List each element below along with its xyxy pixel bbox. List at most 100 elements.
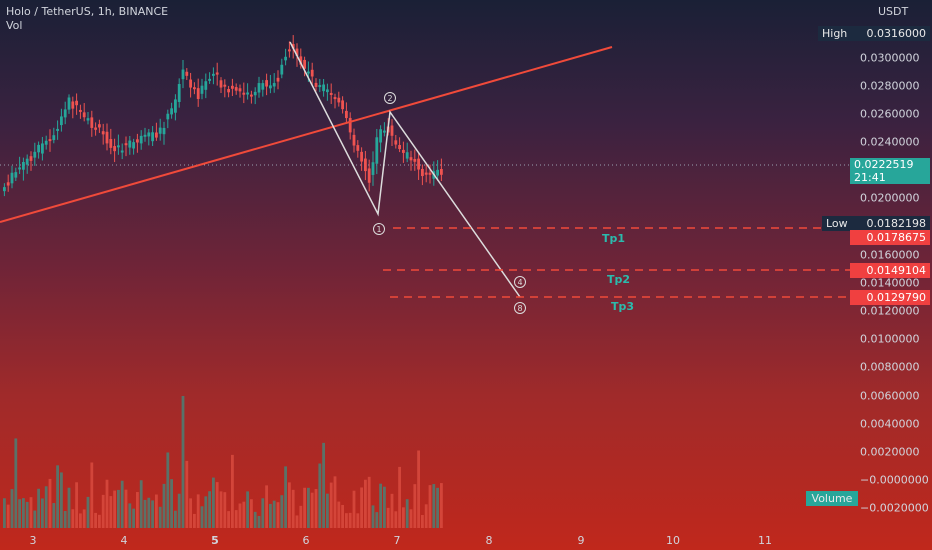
volume-bar: [37, 488, 40, 528]
candle-body: [181, 69, 185, 80]
volume-bar: [246, 491, 249, 528]
volume-bar: [170, 479, 173, 528]
candle-body: [428, 172, 432, 175]
volume-bar: [113, 490, 116, 528]
candle-body: [41, 143, 44, 154]
candle-body: [234, 87, 238, 91]
candle-body: [314, 82, 318, 87]
candle-body: [250, 94, 253, 97]
volume-indicator-label[interactable]: Vol: [6, 19, 23, 32]
volume-bar: [265, 485, 268, 528]
candle-body: [98, 124, 101, 128]
candle-body: [242, 92, 246, 95]
candle-body: [22, 162, 25, 170]
volume-bar: [212, 477, 215, 528]
candle-body: [67, 97, 71, 110]
candle-body: [162, 127, 166, 135]
candle-body: [356, 145, 360, 151]
candle-body: [253, 91, 257, 96]
candle-body: [109, 138, 113, 148]
volume-bar: [94, 512, 97, 528]
volume-bar: [3, 498, 6, 528]
svg-text:2: 2: [387, 94, 392, 103]
candle-body: [417, 158, 420, 170]
volume-bar: [128, 503, 132, 528]
candle-body: [3, 187, 6, 192]
candle-body: [117, 145, 120, 148]
volume-bar: [155, 494, 158, 528]
symbol-legend[interactable]: Holo / TetherUS, 1h, BINANCE Vol: [6, 5, 168, 33]
volume-bar: [105, 479, 109, 528]
volume-bar: [238, 503, 242, 528]
volume-bar: [337, 501, 341, 528]
tp2-price-tag: 0.0149104: [850, 263, 930, 278]
currency-label[interactable]: USDT: [878, 5, 909, 18]
candle-body: [82, 112, 86, 118]
candle-body: [394, 140, 398, 145]
volume-bar: [383, 486, 386, 528]
current-price-value: 0.0222519: [854, 158, 914, 171]
volume-bar: [109, 496, 113, 528]
candle-body: [56, 128, 59, 131]
candle-body: [75, 100, 78, 106]
wave-label-8: 8: [514, 302, 526, 314]
candle-body: [79, 109, 82, 112]
volume-bar: [280, 495, 284, 528]
candle-body: [402, 149, 405, 153]
candle-body: [227, 89, 230, 93]
candle-body: [329, 92, 333, 95]
price-tick: 0.0280000: [860, 79, 920, 93]
candle-body: [413, 159, 417, 162]
candle-body: [272, 83, 276, 87]
volume-bar: [322, 442, 325, 528]
volume-bar: [314, 489, 318, 528]
price-tick: −0.0000000: [860, 473, 929, 487]
candle-body: [223, 84, 227, 87]
volume-bar: [33, 510, 37, 528]
volume-bar: [132, 508, 135, 528]
volume-bar: [269, 503, 272, 528]
volume-bar: [223, 492, 227, 528]
volume-bar: [204, 496, 208, 528]
volume-bar: [189, 498, 192, 528]
candle-body: [440, 168, 443, 175]
volume-bar: [436, 487, 439, 528]
volume-bar: [166, 452, 170, 528]
volume-bar: [345, 513, 348, 528]
volume-bar: [360, 487, 363, 528]
candle-body: [86, 118, 90, 121]
volume-bar: [10, 489, 14, 528]
candle-body: [128, 140, 132, 148]
candle-body: [238, 88, 242, 92]
candle-body: [185, 71, 189, 76]
candle-body: [120, 150, 124, 153]
volume-bar: [79, 513, 82, 528]
tp2-label: Tp2: [607, 273, 631, 286]
price-axis[interactable]: 0.0300000 0.0280000 0.0260000 0.0240000 …: [855, 0, 932, 550]
candle-body: [379, 129, 382, 143]
volume-bar: [117, 489, 120, 528]
volume-bar: [158, 506, 162, 528]
volume-bar: [409, 509, 413, 528]
trend-line[interactable]: [0, 46, 613, 223]
volume-bar: [219, 491, 223, 528]
volume-bar: [276, 502, 280, 528]
volume-bar: [272, 500, 276, 528]
price-tick: 0.0160000: [860, 248, 920, 262]
volume-bar: [208, 491, 211, 528]
candle-body: [63, 109, 67, 118]
volume-bar: [284, 466, 287, 528]
wave-path[interactable]: [289, 41, 521, 298]
candle-body: [6, 182, 10, 186]
symbol-title[interactable]: Holo / TetherUS, 1h, BINANCE: [6, 5, 169, 18]
candle-body: [345, 110, 348, 119]
tp1-label: Tp1: [602, 232, 626, 245]
candle-body: [307, 71, 310, 74]
candle-body: [269, 85, 272, 89]
volume-bar: [253, 511, 257, 528]
price-tick: 0.0300000: [860, 51, 920, 65]
price-tick: 0.0060000: [860, 389, 920, 403]
current-price-tag: 0.0222519 21:41: [850, 158, 930, 184]
candle-body: [280, 64, 284, 75]
